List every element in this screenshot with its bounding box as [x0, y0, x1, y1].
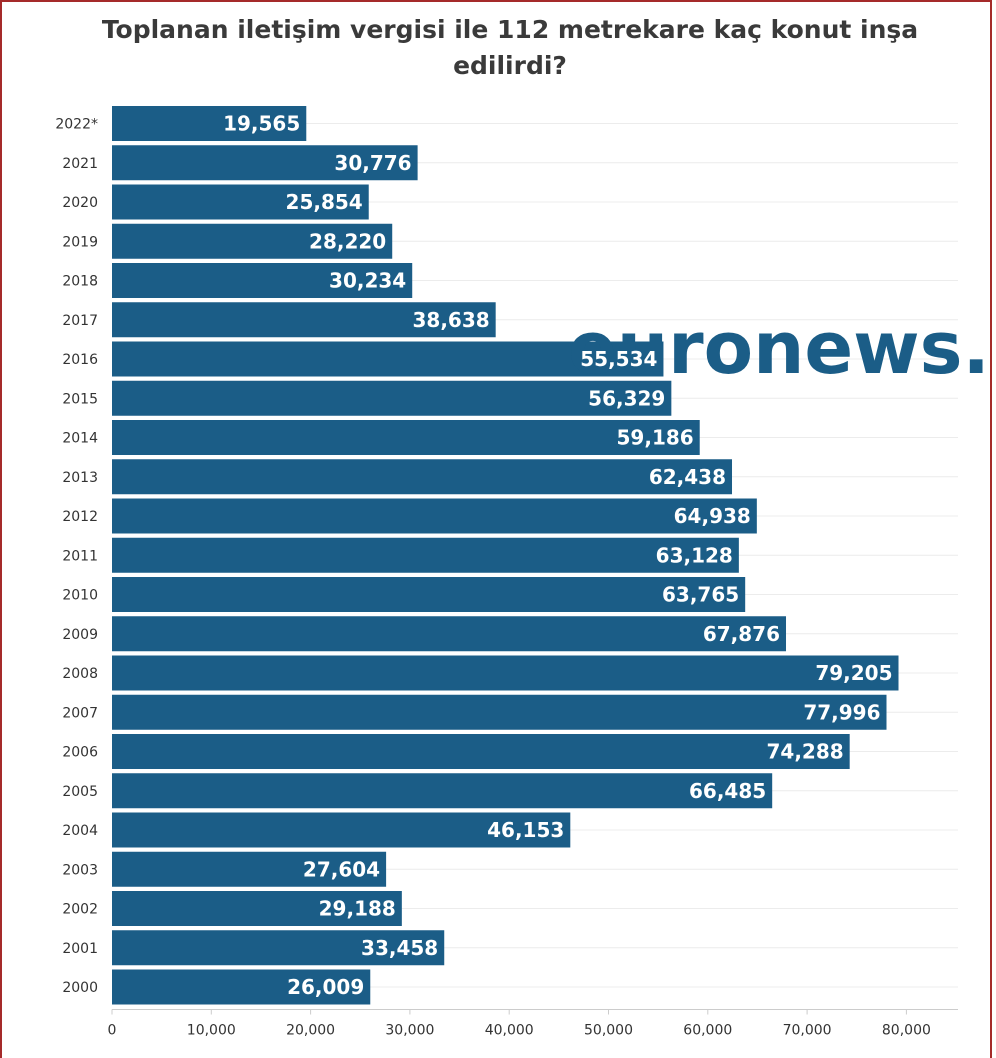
bar-2013: [112, 459, 733, 495]
data-label: 19,565: [223, 112, 300, 136]
y-tick-label: 2020: [62, 195, 98, 211]
data-label: 77,996: [803, 700, 880, 724]
x-tick-label: 30,000: [385, 1023, 434, 1039]
data-label: 66,485: [689, 779, 766, 803]
data-label: 56,329: [588, 386, 665, 410]
data-label: 63,128: [656, 543, 733, 567]
y-tick-label: 2012: [62, 509, 98, 525]
euronews-logo: euronews.: [568, 306, 990, 390]
x-tick-label: 0: [108, 1023, 117, 1039]
y-tick-label: 2010: [62, 588, 98, 604]
data-label: 79,205: [815, 661, 892, 685]
data-label: 63,765: [662, 583, 739, 607]
y-tick-label: 2001: [62, 941, 98, 957]
x-tick-label: 50,000: [584, 1023, 633, 1039]
bar-2021: [112, 145, 418, 181]
y-tick-label: 2017: [62, 313, 98, 329]
y-tick-label: 2021: [62, 156, 98, 172]
bars: [112, 106, 899, 1005]
y-tick-label: 2014: [62, 431, 98, 447]
y-tick-label: 2008: [62, 666, 98, 682]
data-label: 28,220: [309, 229, 386, 253]
y-tick-label: 2007: [62, 705, 98, 721]
data-label: 55,534: [580, 347, 657, 371]
bar-2007: [112, 694, 887, 730]
y-tick-label: 2016: [62, 352, 98, 368]
bar-2022-star: [112, 106, 307, 141]
bar-2008: [112, 655, 899, 691]
chart-title: Toplanan iletişim vergisi ile 112 metrek…: [101, 15, 919, 80]
y-tick-label: 2004: [62, 823, 98, 839]
data-label: 25,854: [286, 190, 363, 214]
data-label: 67,876: [703, 622, 780, 646]
bar-2005: [112, 773, 773, 809]
bar-2012: [112, 498, 757, 534]
y-tick-label: 2011: [62, 548, 98, 564]
x-axis: 0 10,000 20,000 30,000 40,000 50,000 60,000 70,…: [108, 1009, 958, 1039]
y-tick-label: 2018: [62, 274, 98, 290]
bar-2015: [112, 380, 672, 416]
bar-2018: [112, 263, 413, 298]
y-tick-label: 2022*: [55, 117, 98, 133]
data-label: 30,776: [334, 151, 411, 175]
bar-2000: [112, 969, 371, 1005]
data-label: 38,638: [412, 308, 489, 332]
data-label: 64,938: [674, 504, 751, 528]
bar-2002: [112, 891, 402, 926]
data-label: 27,604: [303, 857, 380, 881]
y-tick-label: 2002: [62, 902, 98, 918]
bar-2003: [112, 851, 387, 887]
x-tick-label: 40,000: [485, 1023, 534, 1039]
data-label: 59,186: [617, 426, 694, 450]
y-tick-label: 2019: [62, 234, 98, 250]
x-tick-label: 60,000: [683, 1023, 732, 1039]
y-tick-label: 2003: [62, 862, 98, 878]
y-tick-label: 2000: [62, 980, 98, 996]
bar-2016: [112, 341, 664, 377]
data-label: 26,009: [287, 975, 364, 999]
bar-2001: [112, 930, 445, 966]
bar-2011: [112, 537, 739, 573]
data-label: 74,288: [766, 740, 843, 764]
x-tick-label: 70,000: [783, 1023, 832, 1039]
y-axis-ticks: 2022* 2021 2020 2019 2018 2017 2016 2015 2014 201…: [55, 117, 98, 997]
bar-2020: [112, 184, 369, 220]
x-tick-label: 10,000: [187, 1023, 236, 1039]
data-label: 29,188: [319, 897, 396, 921]
y-tick-label: 2006: [62, 745, 98, 761]
y-tick-label: 2013: [62, 470, 98, 486]
bar-2019: [112, 223, 393, 259]
data-label: 30,234: [329, 269, 406, 293]
bar-2004: [112, 812, 571, 848]
bar-2006: [112, 734, 850, 769]
x-tick-label: 80,000: [882, 1023, 931, 1039]
y-tick-label: 2009: [62, 627, 98, 643]
bar-2017: [112, 302, 496, 338]
y-tick-label: 2015: [62, 391, 98, 407]
bar-2014: [112, 420, 700, 455]
y-tick-label: 2005: [62, 784, 98, 800]
data-label: 46,153: [487, 818, 564, 842]
watermark-logo: euronews.: [568, 306, 990, 390]
data-label: 33,458: [361, 936, 438, 960]
bar-2010: [112, 577, 746, 612]
data-label: 62,438: [649, 465, 726, 489]
x-tick-label: 20,000: [286, 1023, 335, 1039]
bar-2009: [112, 616, 787, 652]
